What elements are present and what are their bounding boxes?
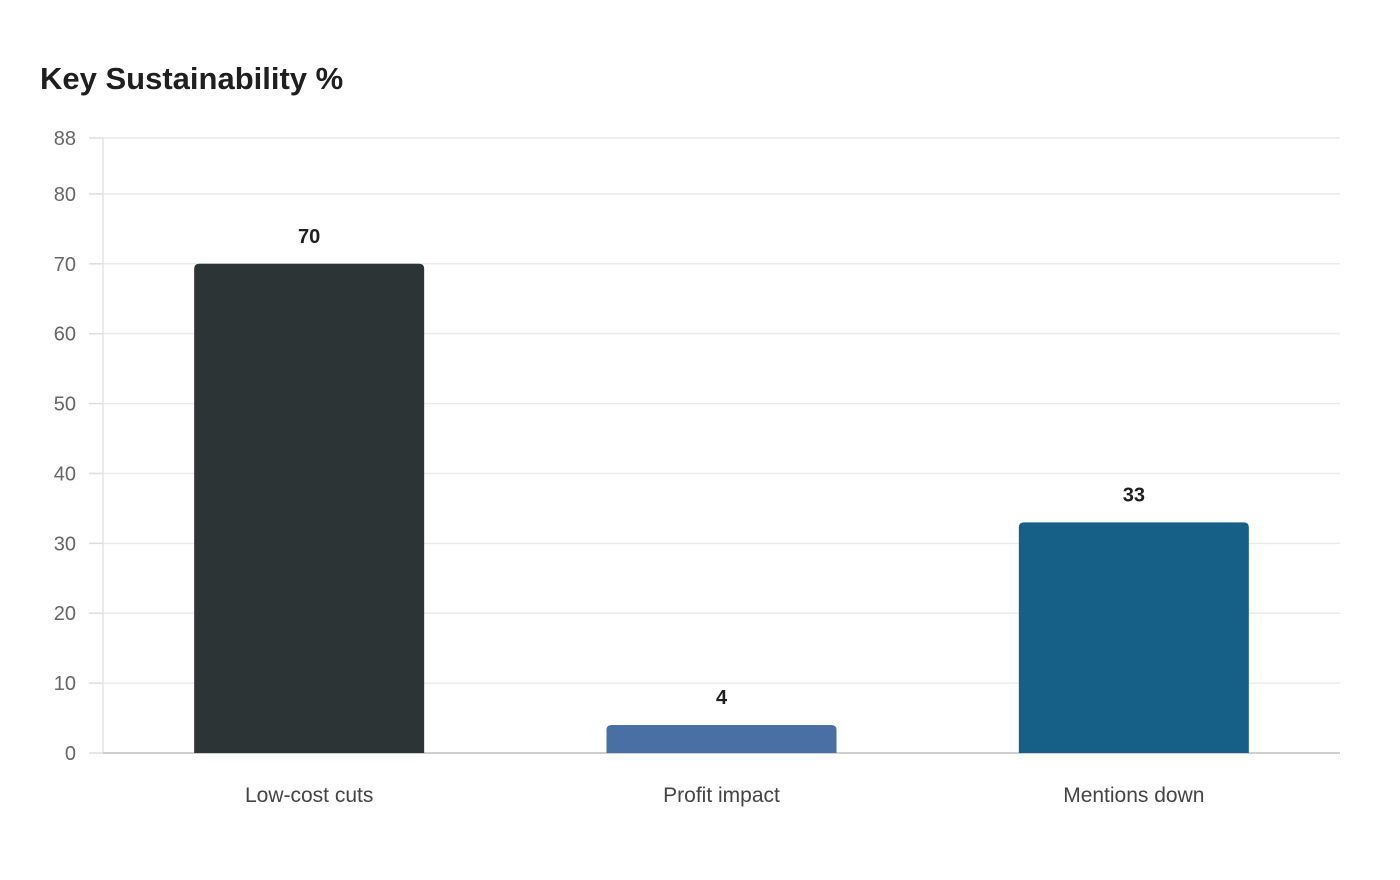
data-label: 70 [298, 226, 320, 248]
y-tick-label: 10 [54, 673, 76, 695]
data-label: 33 [1123, 484, 1145, 506]
y-tick-label: 40 [54, 463, 76, 485]
y-tick-label: 88 [54, 128, 76, 150]
y-tick-label: 70 [54, 254, 76, 276]
bar-2 [606, 725, 837, 753]
y-tick-label: 80 [54, 184, 76, 206]
y-tick-label: 0 [65, 743, 76, 765]
bar-1 [194, 263, 425, 753]
x-category-label: Mentions down [1063, 784, 1204, 807]
bars [194, 263, 1249, 753]
y-tick-label: 50 [54, 394, 76, 416]
labels: 0 10 20 30 40 50 60 70 80 88 70 Low-cost cuts 4 Profi… [54, 128, 1205, 807]
y-tick-label: 20 [54, 603, 76, 625]
y-tick-label: 30 [54, 533, 76, 555]
bar-3 [1018, 522, 1249, 753]
x-category-label: Low-cost cuts [245, 784, 373, 807]
data-label: 4 [716, 687, 728, 709]
chart-title: Key Sustainability % [40, 61, 344, 96]
x-category-label: Profit impact [663, 784, 780, 807]
y-tick-label: 60 [54, 324, 76, 346]
